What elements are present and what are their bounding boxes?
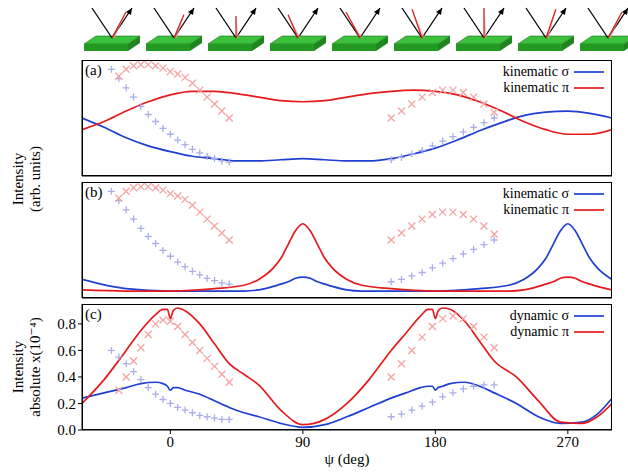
html-text:dynamic σ: dynamic σ [509, 308, 569, 323]
html-text:(c): (c) [85, 306, 102, 322]
html-text:kinematic π: kinematic π [503, 202, 569, 217]
svg-text:0.4: 0.4 [57, 369, 76, 385]
html-text:(a): (a) [85, 62, 102, 78]
html-text:ψ (deg): ψ (deg) [324, 451, 370, 467]
svg-text:0.0: 0.0 [57, 422, 76, 438]
svg-text:0.8: 0.8 [57, 316, 76, 332]
html-text:dynamic π: dynamic π [510, 324, 569, 339]
svg-text:0.2: 0.2 [57, 396, 76, 412]
svg-text:Intensity: Intensity [10, 340, 26, 393]
html-text:kinematic π: kinematic π [503, 80, 569, 95]
svg-text:180: 180 [424, 434, 447, 450]
svg-text:270: 270 [557, 434, 580, 450]
svg-text:90: 90 [295, 434, 310, 450]
svg-text:0.6: 0.6 [57, 343, 76, 359]
svg-text:(arb. units): (arb. units) [27, 146, 44, 212]
svg-text:Intensity: Intensity [10, 152, 26, 205]
html-text:kinematic σ: kinematic σ [502, 186, 569, 201]
html-text:kinematic σ: kinematic σ [502, 64, 569, 79]
html-text:(b): (b) [85, 184, 103, 200]
svg-text:0: 0 [167, 434, 175, 450]
svg-text:absolute x(10⁻⁴): absolute x(10⁻⁴) [27, 317, 44, 416]
